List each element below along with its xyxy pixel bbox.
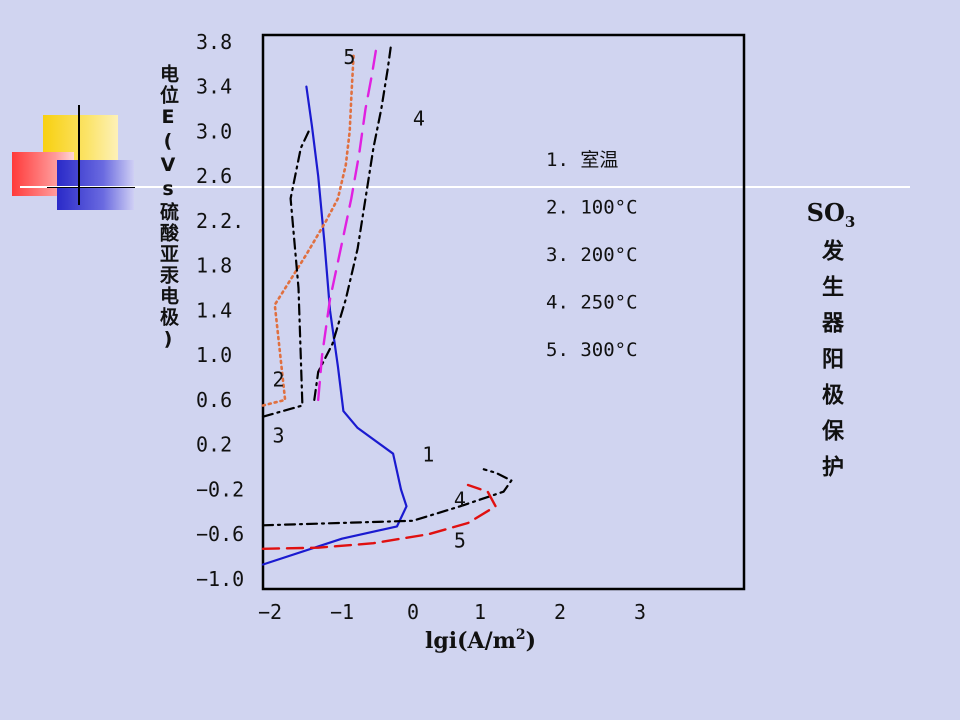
y-tick-label: 2.6 [196,164,232,188]
curve-label: 4 [413,107,425,131]
series-line-3 [261,130,310,418]
decor-blue-square [57,160,134,210]
y-tick-label: 3.4 [196,75,232,99]
decor-horizontal-line [20,186,910,188]
x-tick-labels: −2 −1 0 1 2 3 [258,600,646,624]
curve-label: 4 [454,487,466,511]
curve-label: 3 [272,423,284,447]
y-tick-label: 1.4 [196,298,232,322]
series-line-5 [261,483,497,550]
side-title-text: 发生器阳极保护 [818,238,843,491]
x-tick-label: 2 [554,600,566,624]
y-tick-label: 0.2 [196,433,232,457]
series-line-2 [261,51,355,407]
y-tick-label: −0.2 [196,477,244,501]
x-tick-label: 3 [634,600,646,624]
decor-vertical-line [78,105,80,205]
y-tick-label: −0.6 [196,522,244,546]
y-tick-labels: 3.8 3.4 3.0 2.6 2.2. 1.8 1.4 1.0 0.6 0.2 −0.2 −0.6 −… [196,30,244,591]
curve-label: 2 [272,367,284,391]
side-title-so3: SO3 [806,198,856,231]
series-line-1 [261,85,408,566]
x-axis-label: lgi(A/m2) [425,627,536,654]
y-axis-title: 电位E(Vs硫酸亚汞电极) [157,64,179,352]
x-tick-label: 1 [474,600,486,624]
series-line-5-upper [317,40,379,402]
x-tick-label: −2 [258,600,282,624]
side-title: SO3 发生器阳极保护 [796,198,866,491]
series-line-4 [261,468,513,527]
x-tick-label: −1 [330,600,354,624]
plot-frame [261,33,746,591]
curve-label: 5 [343,45,355,69]
y-tick-label: 0.6 [196,388,232,412]
curve-label: 5 [454,529,466,553]
legend-entry: 3. 200°C [546,244,638,266]
legend: 1. 室温 2. 100°C 3. 200°C 4. 250°C 5. 300°C [546,149,638,361]
legend-entry: 2. 100°C [546,197,638,219]
legend-entry: 4. 250°C [546,292,638,314]
y-tick-label: 2.2. [196,209,244,233]
y-tick-label: 1.8 [196,254,232,278]
decor-horizontal-black-line [47,187,135,188]
y-tick-label: 1.0 [196,343,232,367]
y-tick-label: −1.0 [196,567,244,591]
series-layer [261,40,513,566]
curve-label: 1 [422,442,434,466]
x-tick-label: 0 [407,600,419,624]
legend-entry: 1. 室温 [546,149,618,171]
y-tick-label: 3.8 [196,30,232,54]
series-line-4-upper [313,46,392,401]
legend-entry: 5. 300°C [546,339,638,361]
y-tick-label: 3.0 [196,119,232,143]
